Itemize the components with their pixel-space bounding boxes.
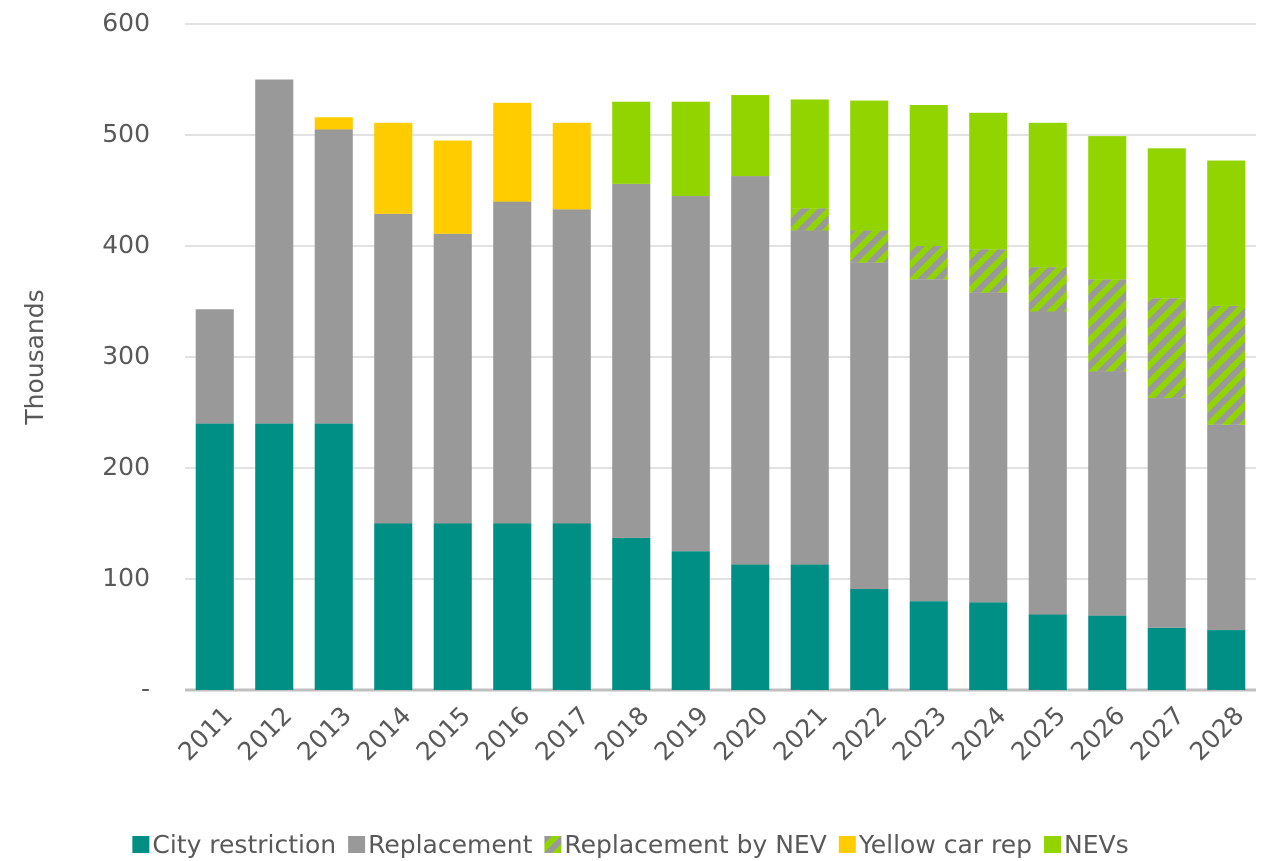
x-tick-label: 2027 xyxy=(1124,701,1189,766)
bar-segment xyxy=(1088,136,1127,280)
bar-segment xyxy=(671,196,710,552)
bar-segment xyxy=(969,249,1008,293)
legend-label: Replacement xyxy=(368,830,532,859)
legend-label: Yellow car rep xyxy=(858,830,1032,859)
bar-segment xyxy=(493,523,532,690)
y-tick-label: - xyxy=(141,674,150,703)
bar-segment xyxy=(1147,148,1186,299)
bar-segment xyxy=(195,309,234,424)
legend-swatch xyxy=(132,836,150,853)
legend-swatch xyxy=(838,836,856,853)
bar-segment xyxy=(731,564,770,690)
bar-segment xyxy=(909,279,948,602)
bar-segment xyxy=(671,551,710,690)
bar-segment xyxy=(850,100,889,231)
bar-segment xyxy=(671,101,710,197)
x-tick-label: 2017 xyxy=(529,701,594,766)
bar-segment xyxy=(731,95,770,177)
x-tick-label: 2018 xyxy=(589,701,654,766)
x-tick-label: 2028 xyxy=(1184,701,1249,766)
y-tick-label: 300 xyxy=(102,341,150,370)
x-tick-label: 2023 xyxy=(886,701,951,766)
x-tick-label: 2021 xyxy=(767,701,832,766)
bar-segment xyxy=(314,129,353,424)
bar-segment xyxy=(1207,424,1246,631)
bar-segment xyxy=(374,523,413,690)
x-tick-label: 2013 xyxy=(291,701,356,766)
bar-segment xyxy=(314,117,353,130)
x-tick-label: 2012 xyxy=(232,701,297,766)
bar-segment xyxy=(612,101,651,184)
legend-swatch xyxy=(1044,836,1062,853)
bar-segment xyxy=(1028,614,1067,690)
bar-segment xyxy=(433,523,472,690)
bar-segment xyxy=(909,246,948,280)
bar-segment xyxy=(850,262,889,589)
bar-segment xyxy=(374,213,413,524)
bar-segment xyxy=(969,112,1008,250)
bar-segment xyxy=(493,201,532,524)
x-tick-label: 2011 xyxy=(172,701,237,766)
y-tick-label: 500 xyxy=(102,119,150,148)
bar-segment xyxy=(314,423,353,690)
bar-segment xyxy=(1147,627,1186,690)
x-tick-label: 2019 xyxy=(648,701,713,766)
x-tick-label: 2016 xyxy=(470,701,535,766)
bar-segment xyxy=(909,601,948,690)
bar-segment xyxy=(1147,298,1186,399)
legend-label: Replacement by NEV xyxy=(564,830,826,859)
bar-segment xyxy=(552,209,591,524)
bar-segment xyxy=(493,102,532,202)
y-tick-label: 200 xyxy=(102,452,150,481)
bar-segment xyxy=(612,537,651,690)
bar-segment xyxy=(790,564,829,690)
legend-swatch xyxy=(544,836,562,853)
legend: City restriction Replacement Replacement b… xyxy=(132,830,1129,859)
y-axis-label: Thousands xyxy=(20,289,49,425)
bar-segment xyxy=(1028,267,1067,312)
bar-segment xyxy=(790,208,829,231)
bar-segment xyxy=(1147,398,1186,628)
y-tick-label: 400 xyxy=(102,230,150,259)
bar-segment xyxy=(731,176,770,565)
bar-segment xyxy=(552,523,591,690)
legend-label: City restriction xyxy=(152,830,336,859)
bar-segment xyxy=(255,79,294,424)
bar-segment xyxy=(195,423,234,690)
bar-segment xyxy=(255,423,294,690)
bar-segment xyxy=(374,122,413,214)
x-tick-label: 2020 xyxy=(708,701,773,766)
bar-segment xyxy=(1207,305,1246,425)
bar-segment xyxy=(1088,615,1127,690)
bar-segment xyxy=(433,140,472,234)
legend-label: NEVs xyxy=(1064,830,1129,859)
bar-segment xyxy=(1207,160,1246,306)
bar-segment xyxy=(969,292,1008,603)
bar-segment xyxy=(909,105,948,246)
y-tick-label: 100 xyxy=(102,563,150,592)
bar-segment xyxy=(1207,630,1246,690)
bar-segment xyxy=(552,122,591,210)
bar-segment xyxy=(850,230,889,263)
y-tick-label: 600 xyxy=(102,8,150,37)
x-tick-label: 2014 xyxy=(351,701,416,766)
bar-segment xyxy=(969,602,1008,690)
bar-segment xyxy=(790,99,829,209)
bar-segment xyxy=(612,183,651,538)
bar-segment xyxy=(1028,311,1067,615)
bar-segment xyxy=(850,588,889,690)
bar-segment xyxy=(1028,122,1067,268)
x-tick-label: 2015 xyxy=(410,701,475,766)
x-tick-label: 2025 xyxy=(1005,701,1070,766)
x-tick-label: 2026 xyxy=(1065,701,1130,766)
x-tick-label: 2022 xyxy=(827,701,892,766)
legend-swatch xyxy=(348,836,366,853)
x-tick-label: 2024 xyxy=(946,701,1011,766)
bar-segment xyxy=(433,233,472,524)
bar-segment xyxy=(1088,371,1127,616)
bar-segment xyxy=(1088,279,1127,372)
bar-segment xyxy=(790,230,829,565)
